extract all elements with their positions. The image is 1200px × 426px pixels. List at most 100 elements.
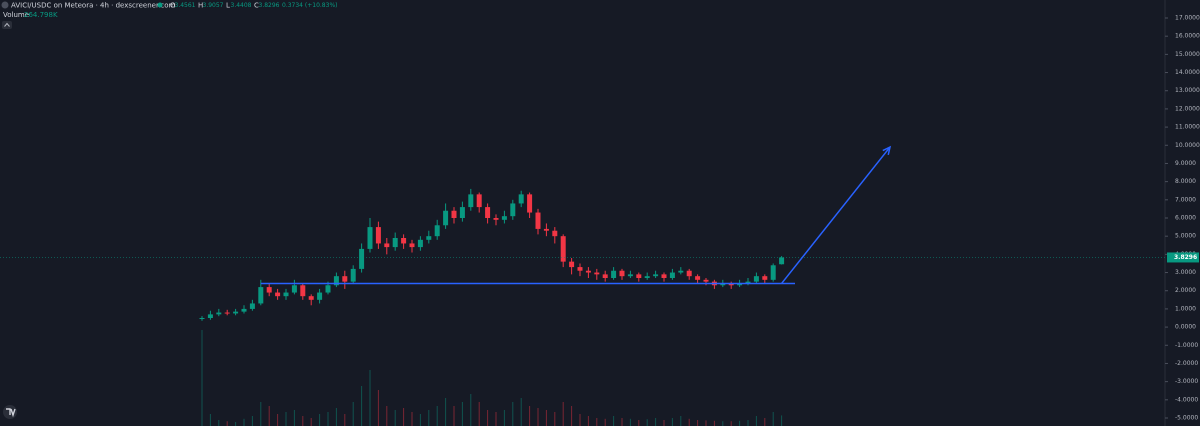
volume-bar: [453, 406, 455, 426]
ohlc-value: 3.4408: [231, 2, 252, 9]
candle-body: [384, 243, 390, 248]
ohlc-key: C: [254, 2, 259, 10]
volume-bar: [251, 416, 253, 426]
candle-body: [291, 285, 297, 293]
volume-bar: [495, 412, 497, 426]
volume-bar: [571, 406, 573, 426]
candle-body: [451, 210, 457, 218]
volume-bar: [579, 414, 581, 426]
volume-bar: [554, 412, 556, 426]
candle-body: [695, 276, 701, 280]
y-tick-label: 11.0000: [1175, 124, 1200, 131]
candle-body: [619, 270, 625, 277]
candle-body: [359, 248, 365, 269]
volume-bar: [226, 421, 228, 426]
y-tick-label: 6.0000: [1175, 215, 1196, 222]
volume-bar: [461, 402, 463, 426]
candle-body: [392, 238, 398, 248]
volume-bar: [621, 418, 623, 426]
candle-body: [644, 276, 650, 278]
volume-bar: [310, 418, 312, 426]
candle-body: [770, 265, 776, 280]
y-tick-label: 8.0000: [1175, 178, 1196, 185]
volume-bar: [697, 420, 699, 426]
volume-bar: [537, 408, 539, 426]
volume-bar: [545, 410, 547, 426]
target-arrow: [781, 146, 891, 284]
candle-body: [241, 308, 247, 312]
candle-body: [602, 274, 608, 278]
y-tick-label: 17.0000: [1175, 15, 1200, 22]
volume-bar: [747, 420, 749, 426]
volume-bar: [436, 406, 438, 426]
candle-body: [611, 270, 617, 278]
candle-body: [753, 276, 759, 282]
volume-bar: [302, 416, 304, 426]
candle-body: [367, 227, 373, 249]
candle-body: [527, 194, 533, 213]
volume-bar: [327, 412, 329, 426]
collapse-button[interactable]: [2, 21, 12, 29]
candle-body: [275, 292, 281, 297]
candle-body: [678, 270, 684, 273]
volume-bar: [293, 410, 295, 426]
candle-body: [434, 225, 440, 237]
volume-bar: [604, 418, 606, 426]
candle-body: [459, 207, 465, 218]
volume-bar: [730, 421, 732, 426]
candle-body: [207, 314, 213, 318]
candle-body: [779, 257, 785, 265]
candle-body: [401, 238, 407, 244]
candle-body: [518, 194, 524, 204]
status-dot: [157, 2, 163, 8]
y-tick-label: 16.0000: [1175, 33, 1200, 40]
volume-bar: [369, 370, 371, 426]
volume-bar: [671, 418, 673, 426]
ohlc-key: O: [170, 2, 176, 10]
volume-bar: [655, 418, 657, 426]
volume-bar: [478, 402, 480, 426]
y-tick-label: 7.0000: [1175, 196, 1196, 203]
volume-bar: [428, 410, 430, 426]
candle-body: [636, 274, 642, 278]
volume-bar: [386, 406, 388, 426]
candle-body: [443, 210, 449, 226]
last-price-box: [1167, 252, 1199, 263]
candle-body: [342, 276, 348, 282]
candle-body: [233, 311, 239, 314]
volume-bar: [688, 418, 690, 426]
volume-value: 264.798K: [24, 11, 58, 19]
ohlc-key: L: [226, 2, 230, 10]
y-tick-label: 10.0000: [1175, 142, 1200, 149]
volume-bar: [529, 406, 531, 426]
volume-bar: [705, 420, 707, 426]
y-tick-label: -2.0000: [1175, 360, 1198, 367]
candle-body: [199, 318, 205, 319]
candle-body: [720, 283, 726, 286]
volume-bar: [361, 386, 363, 426]
arrow-head: [882, 145, 892, 156]
volume-bar: [277, 414, 279, 426]
candle-body: [669, 272, 675, 278]
candle-body: [686, 270, 692, 277]
y-tick-label: -1.0000: [1175, 342, 1198, 349]
candle-body: [485, 207, 491, 218]
candle-body: [661, 274, 667, 278]
candle-body: [745, 281, 751, 284]
logo-mark: [6, 408, 16, 418]
volume-bar: [487, 410, 489, 426]
volume-bar: [713, 420, 715, 426]
candle-body: [409, 243, 415, 248]
volume-bar: [218, 420, 220, 426]
candle-body: [560, 236, 566, 262]
y-tick-label: 2.0000: [1175, 287, 1196, 294]
candle-body: [333, 276, 339, 286]
volume-bar: [613, 416, 615, 426]
volume-bar: [470, 394, 472, 426]
candle-body: [569, 261, 575, 268]
y-tick-label: 1.0000: [1175, 305, 1196, 312]
volume-bar: [201, 330, 203, 426]
volume-bar: [587, 416, 589, 426]
candle-body: [216, 312, 222, 315]
